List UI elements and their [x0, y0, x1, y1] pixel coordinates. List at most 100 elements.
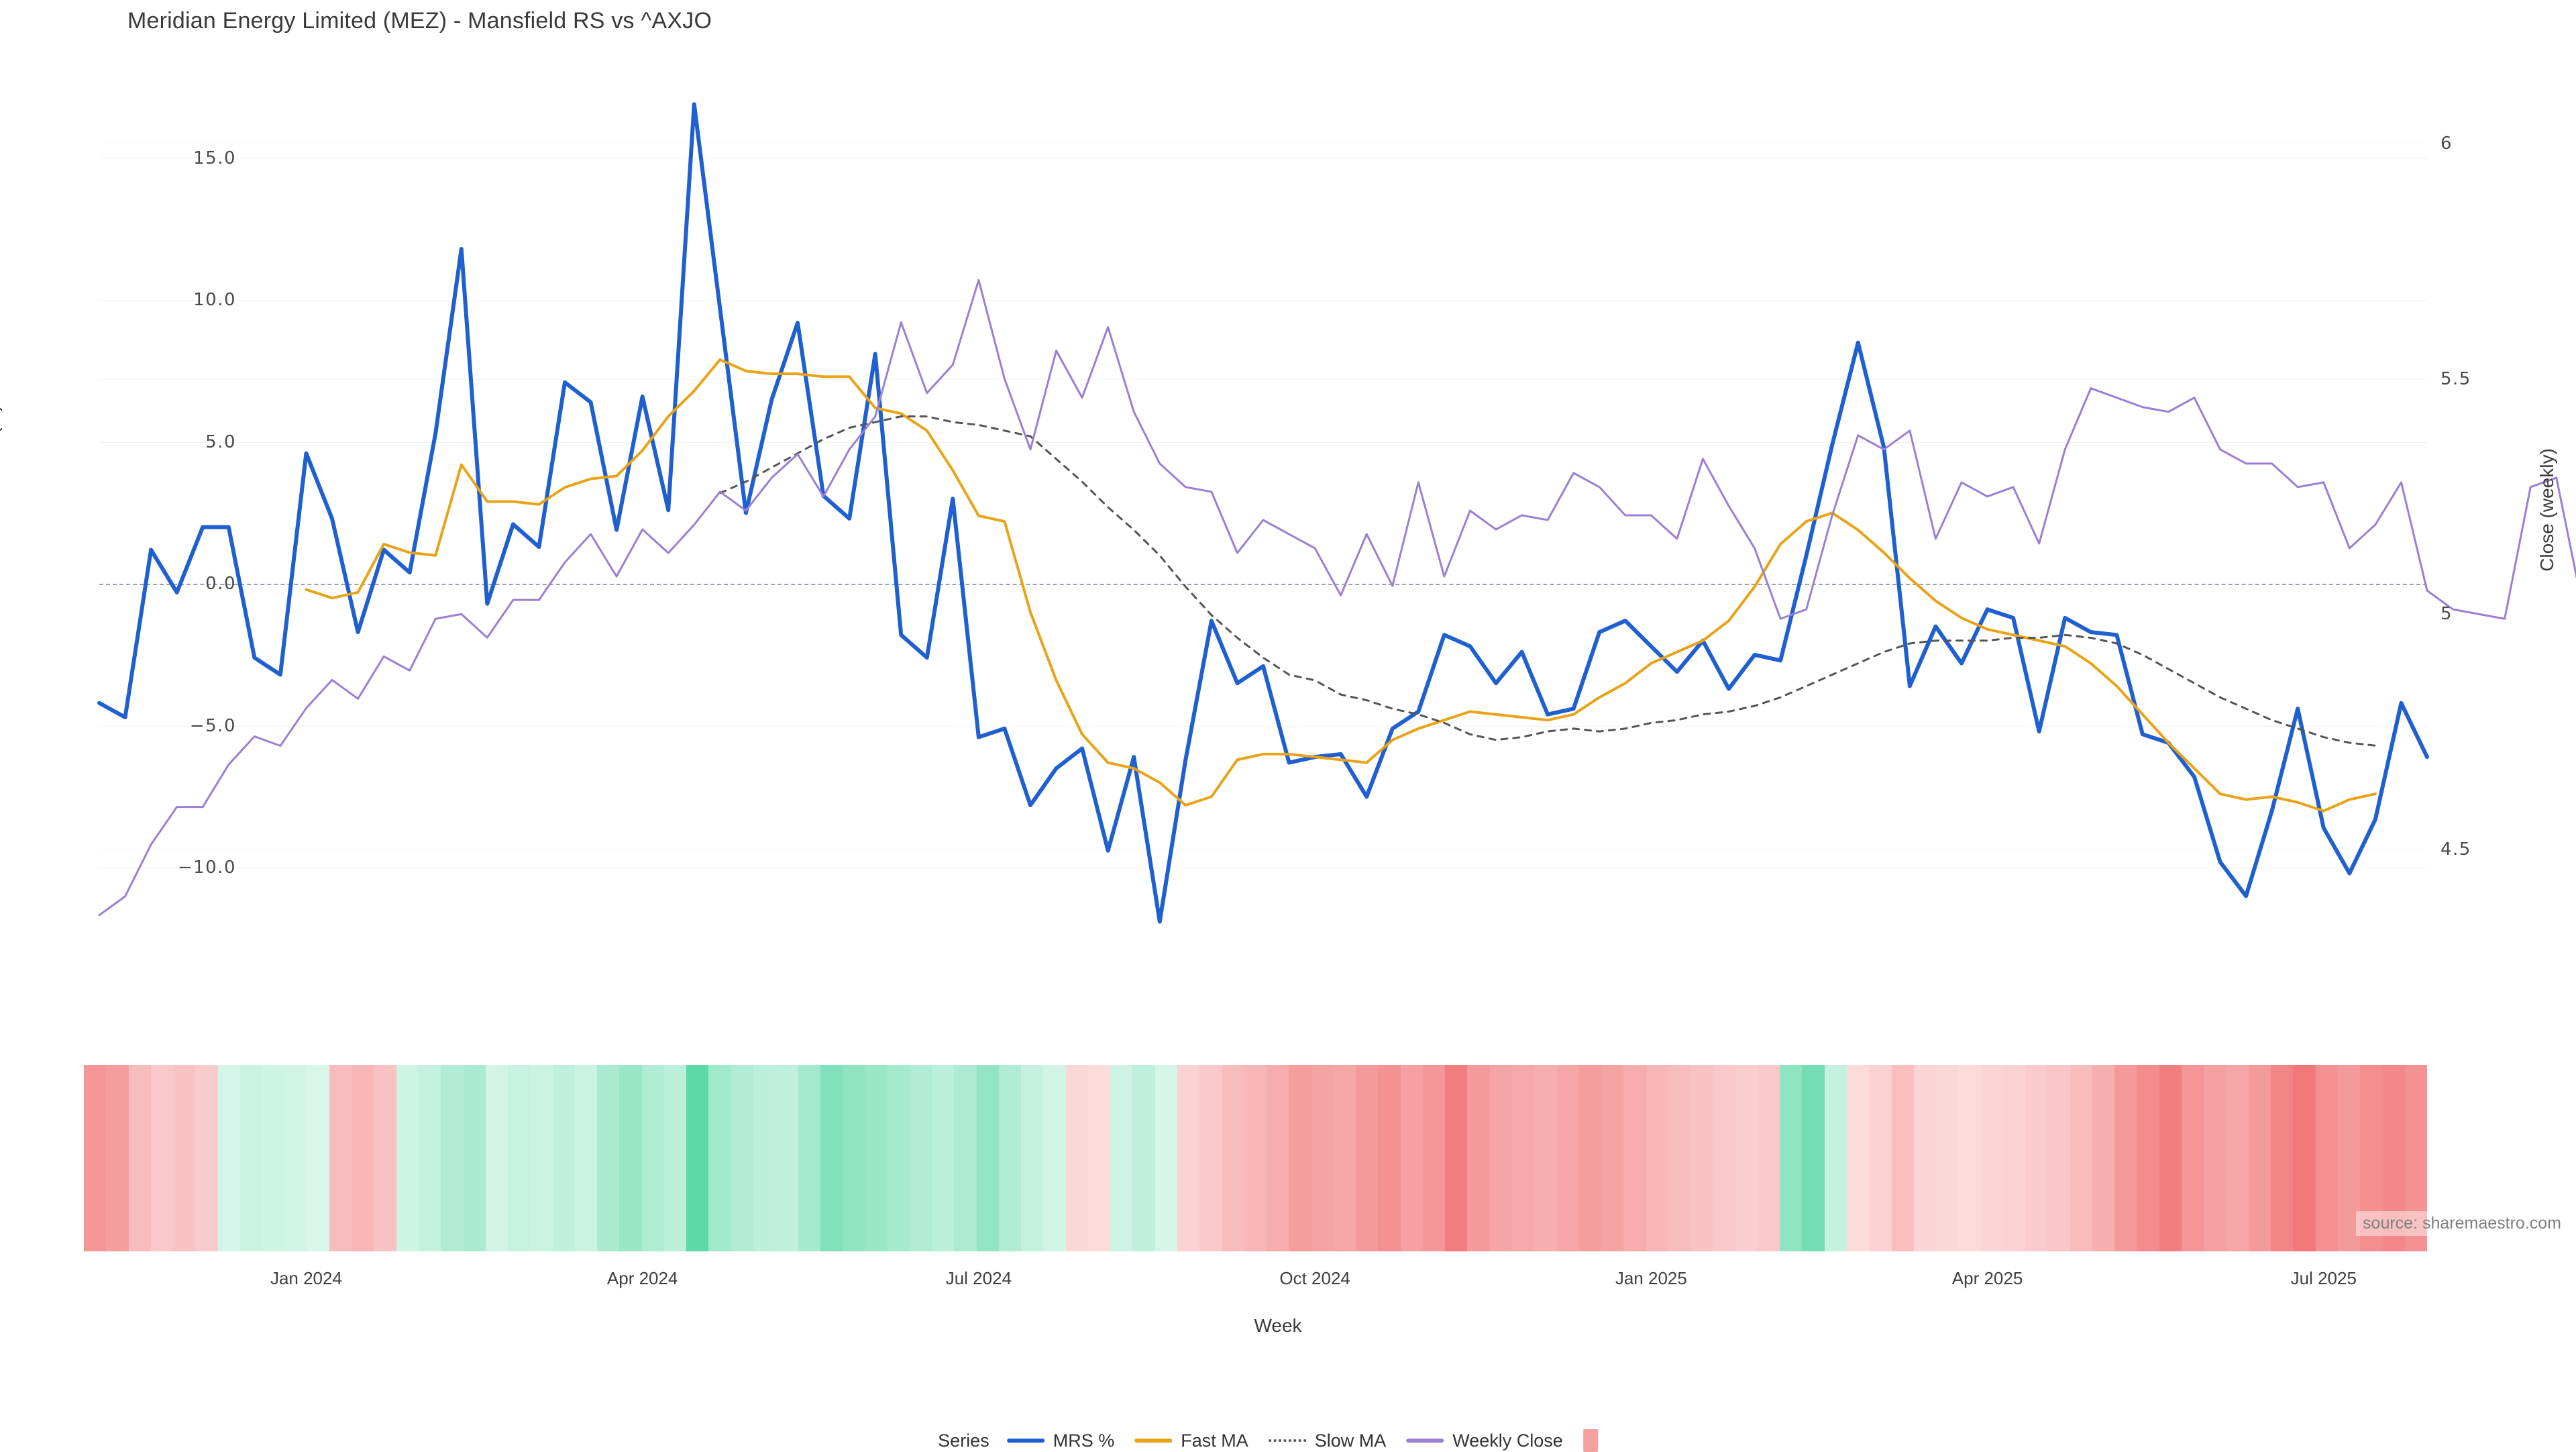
- legend-dotted-line-icon: [1268, 1439, 1306, 1442]
- legend-heatmap-swatch-icon: [1582, 1429, 1598, 1452]
- x-axis-tick: Oct 2024: [1279, 1268, 1350, 1288]
- heatmap-cell: [1690, 1065, 1713, 1251]
- y-axis-left-tick: 10.0: [193, 290, 236, 311]
- heatmap-cell: [663, 1065, 687, 1251]
- heatmap-cell: [352, 1065, 374, 1251]
- y-axis-left-label: MRS (%): [0, 405, 2, 481]
- heatmap-cell: [106, 1065, 129, 1251]
- heatmap-cell: [1512, 1065, 1535, 1251]
- heatmap-cell: [1199, 1065, 1222, 1251]
- heatmap-cell: [1601, 1065, 1624, 1251]
- heatmap-cell: [1244, 1065, 1267, 1251]
- heatmap-cell: [1735, 1065, 1758, 1251]
- heatmap-cell: [1445, 1065, 1468, 1251]
- heatmap-cell: [865, 1065, 888, 1251]
- legend-item[interactable]: Fast MA: [1134, 1431, 1248, 1451]
- heatmap-cell: [1489, 1065, 1512, 1251]
- heatmap-cell: [552, 1065, 575, 1251]
- legend-item[interactable]: [1582, 1429, 1598, 1452]
- heatmap-cell: [1846, 1065, 1870, 1251]
- heatmap-cell: [1534, 1065, 1557, 1251]
- heatmap-cell: [1958, 1065, 1981, 1251]
- heatmap-cell: [329, 1065, 352, 1251]
- heatmap-cell: [2137, 1065, 2159, 1251]
- heatmap-cell: [1177, 1065, 1200, 1251]
- y-axis-left-tick: −10.0: [177, 858, 236, 878]
- gridline-right: [99, 378, 2427, 380]
- heatmap-cell: [1155, 1065, 1178, 1251]
- heatmap-cell: [1891, 1065, 1914, 1251]
- heatmap-cell: [1132, 1065, 1155, 1251]
- heatmap-cell: [1913, 1065, 1937, 1251]
- y-axis-left-tick: 15.0: [193, 148, 236, 168]
- heatmap-cell: [708, 1065, 731, 1251]
- legend-item[interactable]: MRS %: [1006, 1430, 1115, 1451]
- legend-item-label: Slow MA: [1314, 1430, 1387, 1451]
- y-axis-left-tick: 5.0: [205, 431, 236, 452]
- legend-title: Series: [938, 1430, 989, 1451]
- gridline: [99, 158, 2427, 159]
- y-axis-right-tick: 4.5: [2440, 839, 2471, 860]
- heatmap-cell: [998, 1065, 1022, 1251]
- legend-item[interactable]: Slow MA: [1268, 1430, 1387, 1451]
- series-slow-ma: [718, 415, 2377, 747]
- gridline: [99, 725, 2427, 727]
- heatmap-cell: [441, 1065, 464, 1251]
- heatmap-cell: [485, 1065, 508, 1251]
- heatmap-cell: [574, 1065, 598, 1251]
- heatmap-cell: [2293, 1065, 2316, 1251]
- heatmap-cell: [843, 1065, 865, 1251]
- x-axis-tick: Apr 2025: [1951, 1268, 2023, 1288]
- heatmap-cell: [887, 1065, 910, 1251]
- heatmap-cell: [1713, 1065, 1735, 1251]
- y-axis-left-tick: 0.0: [205, 574, 236, 594]
- heatmap-cell: [463, 1065, 486, 1251]
- x-axis-tick: Jan 2025: [1615, 1268, 1687, 1288]
- heatmap-cell: [1378, 1065, 1401, 1251]
- heatmap-cell: [1289, 1065, 1311, 1251]
- heatmap-cell: [1043, 1065, 1066, 1251]
- heatmap-cell: [1757, 1065, 1780, 1251]
- y-axis-right-tick: 5: [2440, 604, 2453, 625]
- heatmap-cell: [2271, 1065, 2294, 1251]
- heatmap-cell: [150, 1065, 174, 1251]
- legend-item[interactable]: Weekly Close: [1406, 1431, 1563, 1451]
- heatmap-cell: [173, 1065, 196, 1251]
- heatmap-cell: [2047, 1065, 2070, 1251]
- heatmap-cell: [1780, 1065, 1803, 1251]
- heatmap-cell: [2159, 1065, 2182, 1251]
- heatmap-cell: [2002, 1065, 2026, 1251]
- heatmap-cell: [1802, 1065, 1825, 1251]
- heatmap-cell: [1400, 1065, 1423, 1251]
- heatmap-cell: [2204, 1065, 2226, 1251]
- heatmap-cell: [2382, 1065, 2405, 1251]
- x-axis-label: Week: [1254, 1315, 1302, 1336]
- heatmap-cell: [2092, 1065, 2115, 1251]
- heatmap-cell: [1110, 1065, 1133, 1251]
- heatmap-cell: [1087, 1065, 1111, 1251]
- heatmap-cell: [641, 1065, 664, 1251]
- heatmap-cell: [1578, 1065, 1602, 1251]
- plot-area: [97, 87, 2576, 953]
- heatmap-cell: [775, 1065, 798, 1251]
- heatmap-cell: [284, 1065, 307, 1251]
- heatmap-cell: [820, 1065, 843, 1251]
- zero-reference-line: [99, 584, 2427, 586]
- heatmap-cell: [2181, 1065, 2204, 1251]
- heatmap-cell: [1222, 1065, 1244, 1251]
- heatmap-cell: [374, 1065, 396, 1251]
- heatmap-cell: [1422, 1065, 1446, 1251]
- legend-item-label: Fast MA: [1181, 1430, 1248, 1451]
- heatmap-cell: [2114, 1065, 2137, 1251]
- heatmap-cell: [2360, 1065, 2383, 1251]
- series-lines: [97, 102, 2576, 924]
- legend-item-label: MRS %: [1053, 1430, 1115, 1451]
- heatmap-cell: [84, 1065, 107, 1251]
- heatmap-cell: [2315, 1065, 2338, 1251]
- heatmap-cell: [1065, 1065, 1088, 1251]
- heatmap-cell: [1824, 1065, 1847, 1251]
- legend-line-icon: [1406, 1439, 1444, 1443]
- legend-item-label: Weekly Close: [1452, 1430, 1563, 1451]
- series-weekly-close: [98, 278, 2576, 917]
- heatmap-cell: [2070, 1065, 2092, 1251]
